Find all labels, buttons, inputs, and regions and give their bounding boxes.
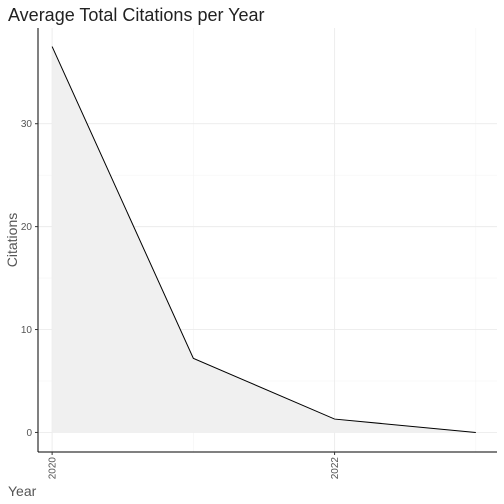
x-tick-label: 2020 <box>48 457 59 480</box>
series-area <box>52 46 476 433</box>
chart-title: Average Total Citations per Year <box>8 5 265 25</box>
y-tick-label: 0 <box>26 428 32 439</box>
plot-panel: 0 10 20 30 2020 2022 <box>21 28 497 479</box>
y-tick-label: 20 <box>21 222 33 233</box>
y-axis-title: Citations <box>4 213 20 267</box>
y-tick-label: 10 <box>21 325 33 336</box>
x-tick-label: 2022 <box>330 457 341 480</box>
x-axis-title: Year <box>8 483 37 499</box>
y-tick-label: 30 <box>21 119 33 130</box>
series-line <box>51 46 476 433</box>
